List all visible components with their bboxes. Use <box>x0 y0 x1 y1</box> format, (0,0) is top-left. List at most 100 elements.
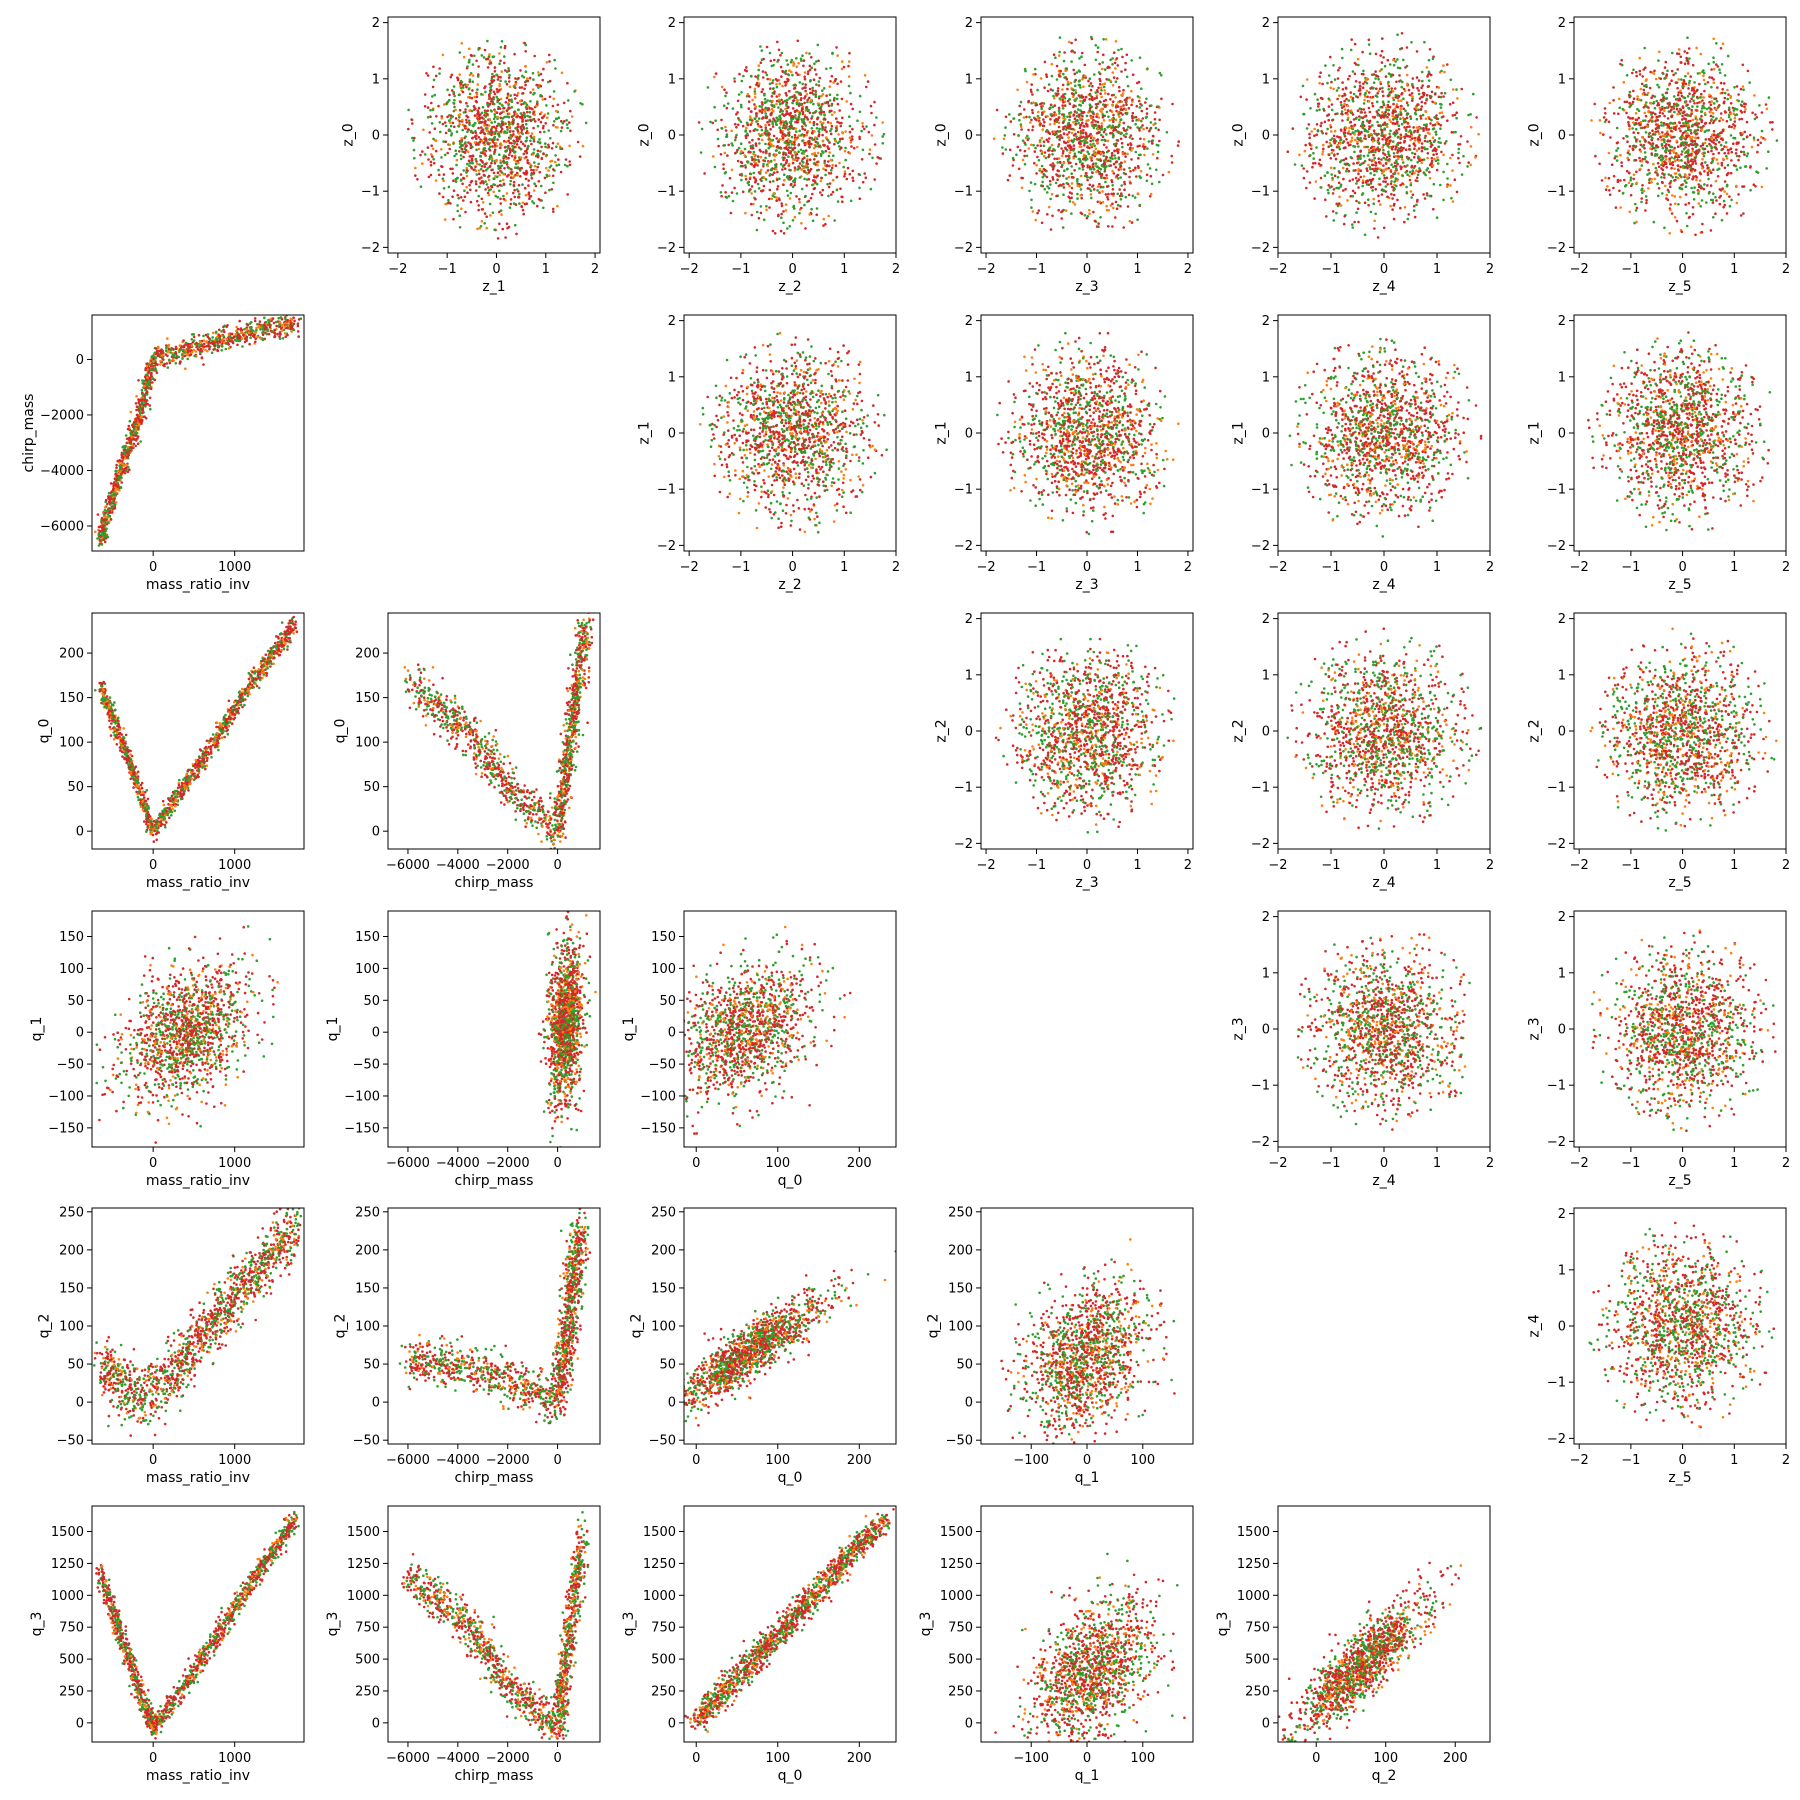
scatter-point <box>805 159 809 163</box>
scatter-point <box>1050 192 1054 196</box>
scatter-point <box>1053 157 1056 161</box>
scatter-point <box>500 143 503 147</box>
scatter-point <box>782 210 785 213</box>
scatter-point <box>808 120 812 124</box>
scatter-point <box>1048 123 1052 126</box>
scatter-point <box>1391 96 1395 100</box>
scatter-point <box>516 159 520 163</box>
scatter-point <box>508 85 512 89</box>
scatter-point <box>781 165 785 168</box>
scatter-point <box>480 130 483 134</box>
scatter-point <box>846 166 850 170</box>
scatter-point <box>1142 127 1145 131</box>
scatter-point <box>843 149 847 153</box>
scatter-point <box>795 102 799 106</box>
scatter-point <box>1421 84 1424 87</box>
scatter-point <box>507 67 510 70</box>
scatter-point <box>1371 189 1374 192</box>
scatter-point <box>1044 156 1048 160</box>
scatter-point <box>478 140 482 144</box>
scatter-point <box>786 227 789 230</box>
scatter-point <box>1458 161 1461 165</box>
scatter-point <box>864 176 868 179</box>
scatter-point <box>1434 130 1437 134</box>
scatter-point <box>724 191 727 194</box>
scatter-point <box>805 154 809 158</box>
scatter-point <box>502 139 506 143</box>
scatter-point <box>517 146 521 149</box>
scatter-point <box>764 71 767 74</box>
scatter-point <box>1098 62 1101 66</box>
scatter-point <box>524 70 528 73</box>
scatter-point <box>1066 115 1069 119</box>
scatter-point <box>866 80 870 83</box>
scatter-point <box>1128 96 1131 99</box>
scatter-point <box>793 94 796 97</box>
scatter-point <box>503 146 507 149</box>
scatter-point <box>848 130 852 134</box>
scatter-point <box>512 110 516 114</box>
scatter-point <box>1038 140 1042 144</box>
scatter-point <box>530 168 533 172</box>
scatter-point <box>793 133 797 137</box>
scatter-point <box>520 103 523 106</box>
scatter-point <box>717 144 720 148</box>
scatter-point <box>1105 155 1108 159</box>
scatter-point <box>784 107 787 111</box>
scatter-point <box>814 109 818 113</box>
scatter-point <box>1057 125 1061 129</box>
scatter-point <box>1112 142 1116 146</box>
scatter-point <box>808 213 811 216</box>
scatter-point <box>516 101 519 105</box>
scatter-point <box>1319 176 1323 180</box>
scatter-point <box>797 134 801 137</box>
scatter-point <box>1413 129 1417 133</box>
scatter-point <box>1123 160 1127 163</box>
scatter-point <box>1058 97 1062 100</box>
scatter-point <box>831 178 835 182</box>
scatter-point <box>776 170 779 174</box>
scatter-point <box>1360 111 1363 114</box>
scatter-point <box>466 130 469 134</box>
scatter-point <box>751 158 755 161</box>
scatter-point <box>753 160 756 164</box>
scatter-point <box>779 162 783 166</box>
scatter-point <box>821 188 825 192</box>
scatter-point <box>497 210 501 214</box>
scatter-point <box>1080 139 1084 143</box>
scatter-point <box>1024 143 1027 146</box>
scatter-point <box>786 175 789 178</box>
scatter-point <box>1123 188 1126 191</box>
scatter-point <box>473 95 477 99</box>
scatter-point <box>431 95 434 98</box>
scatter-point <box>804 124 808 127</box>
scatter-point <box>521 119 524 123</box>
scatter-point <box>530 132 534 135</box>
scatter-point <box>569 109 572 113</box>
scatter-point <box>469 142 472 146</box>
scatter-point <box>1056 135 1060 138</box>
scatter-point <box>526 79 530 83</box>
scatter-point <box>1079 145 1083 148</box>
scatter-point <box>1336 135 1339 138</box>
scatter-point <box>777 140 780 143</box>
scatter-point <box>828 141 831 144</box>
scatter-point <box>468 80 472 83</box>
scatter-point <box>1100 89 1103 92</box>
y-tick-label: 0 <box>372 129 380 144</box>
scatter-point <box>811 115 814 118</box>
scatter-point <box>778 177 781 181</box>
scatter-point <box>1068 115 1072 119</box>
scatter-point <box>475 199 479 203</box>
scatter-point <box>1092 112 1095 116</box>
scatter-point <box>498 88 501 92</box>
scatter-point <box>821 139 825 143</box>
scatter-point <box>465 121 469 124</box>
scatter-point <box>1317 162 1321 165</box>
scatter-point <box>1076 177 1079 181</box>
scatter-point <box>502 160 505 163</box>
scatter-point <box>511 121 515 125</box>
scatter-point <box>507 156 510 160</box>
scatter-point <box>1385 176 1389 180</box>
scatter-point <box>1039 77 1043 80</box>
